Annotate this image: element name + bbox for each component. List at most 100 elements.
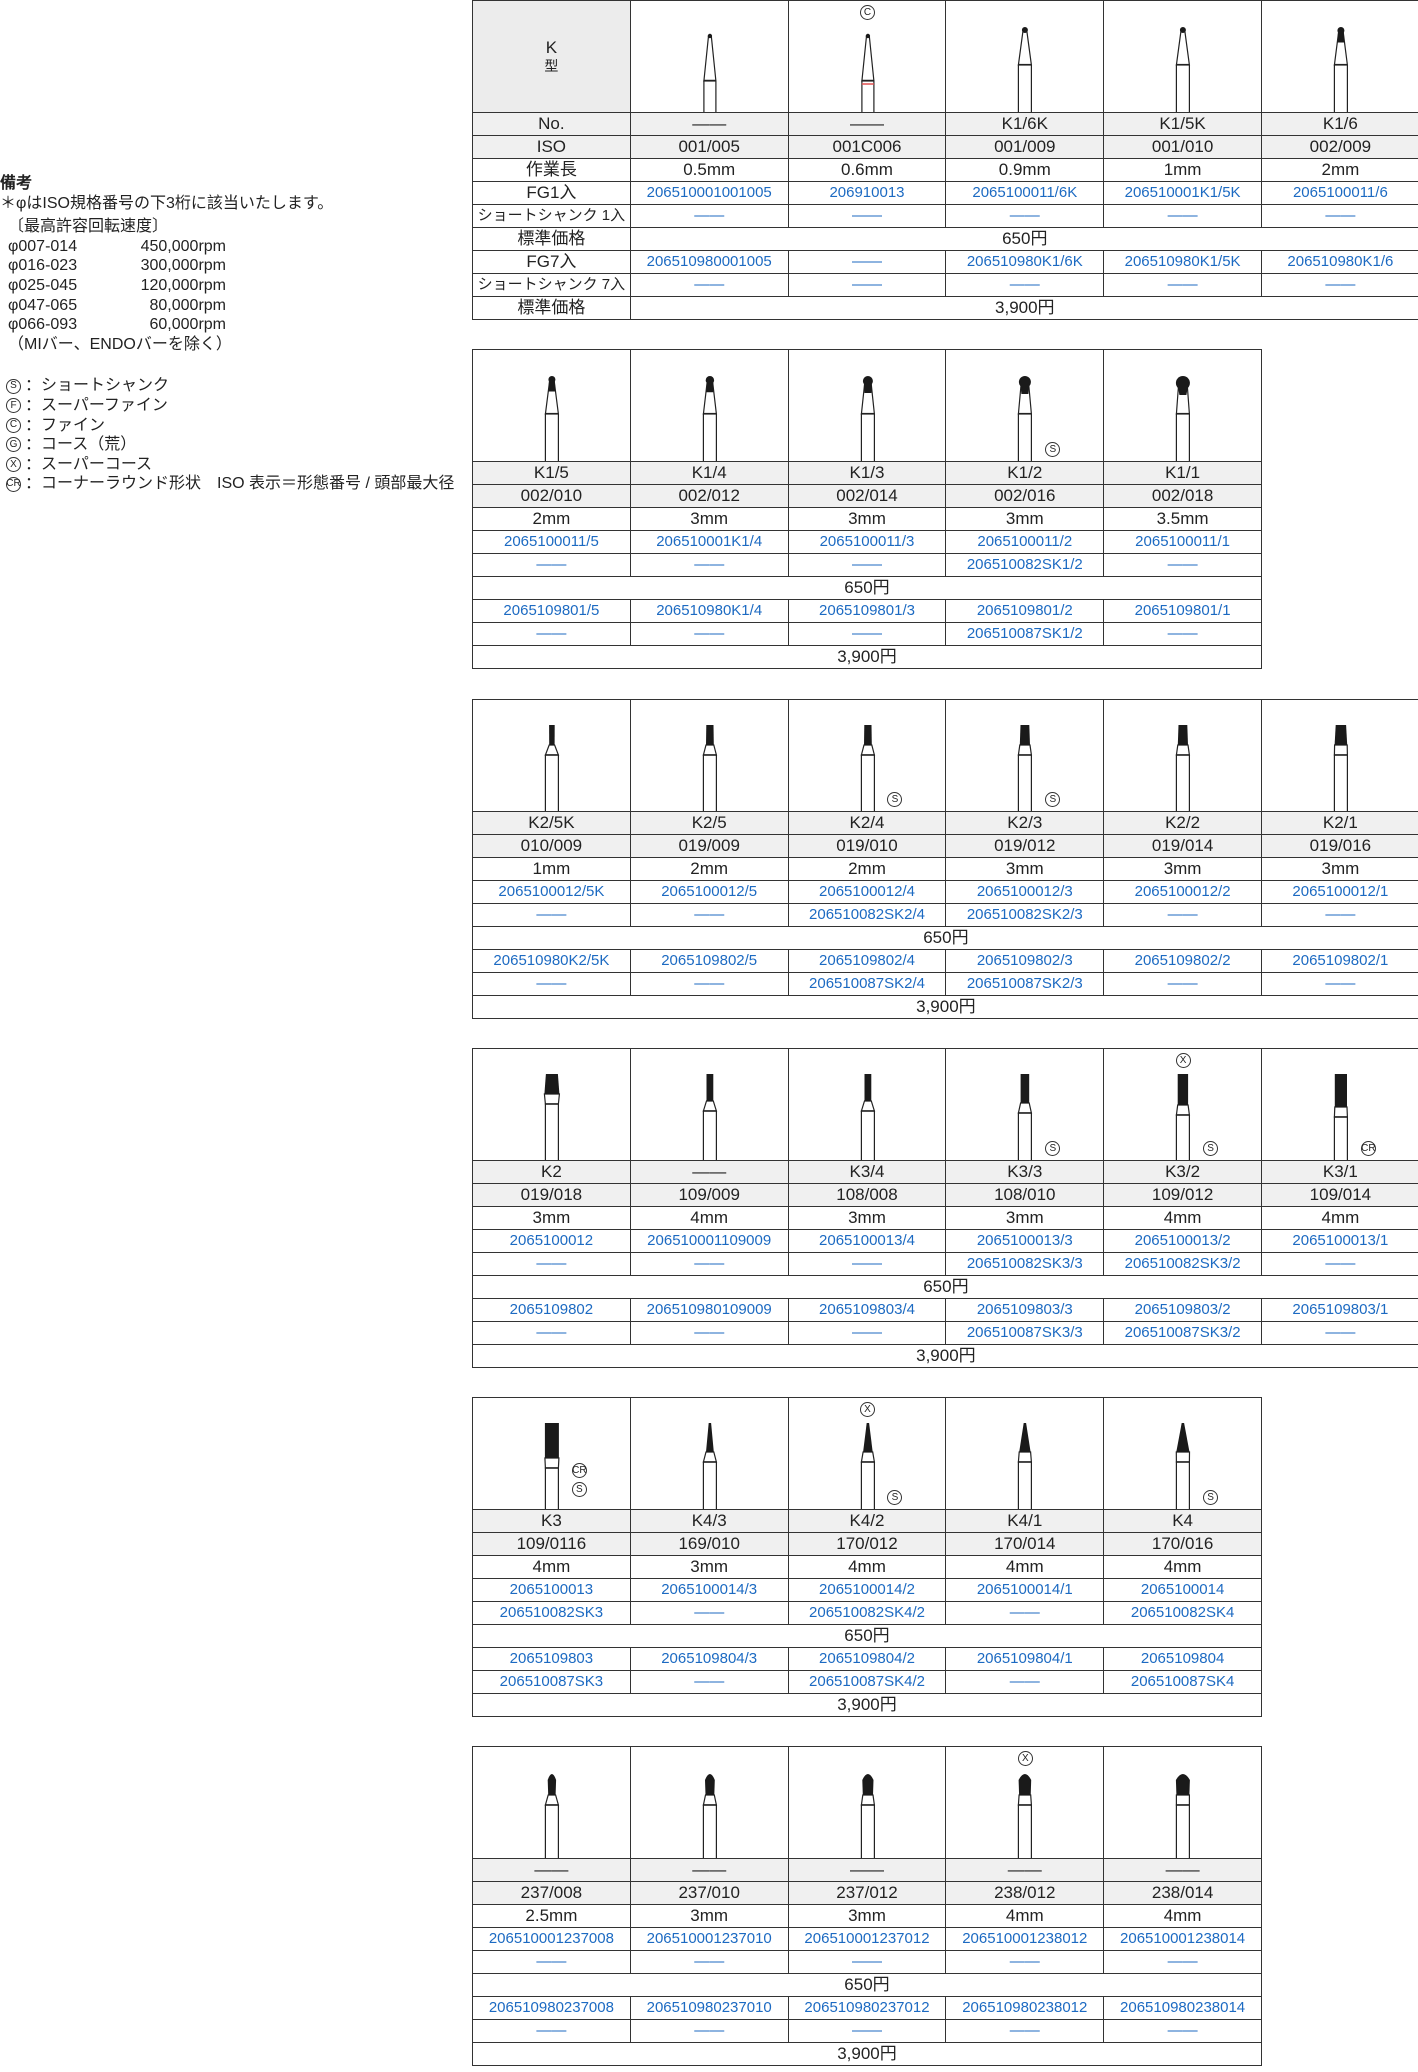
cell-iso: 109/0116 <box>472 1532 631 1556</box>
cell-short1: 206510082SK1/2 <box>945 553 1105 577</box>
symbol-text: ：コーナーラウンド形状 ISO 表示＝形態番号 / 頭部最大径 <box>25 475 455 493</box>
cell-fg7: 2065109801/2 <box>945 599 1105 623</box>
bur-icon <box>544 725 560 811</box>
cell-fg7: 2065109803/4 <box>787 1298 947 1322</box>
row-fg7: 2065109803 2065109804/3 2065109804/2 206510… <box>472 1647 1262 1671</box>
bur-image: S <box>1103 1397 1262 1510</box>
bur-drawing <box>1018 725 1033 811</box>
cell-short7: —— <box>629 2019 789 2043</box>
row-img: X <box>472 1746 1262 1859</box>
cell-short7: 206510087SK3/3 <box>945 1321 1105 1345</box>
cell-short7: 206510087SK1/2 <box>945 622 1105 646</box>
row-fg1: FG1入 206510001001005 206910013 2065100011/6… <box>472 181 1418 205</box>
cell-fg1: 2065100012/5K <box>472 880 631 904</box>
cell-short7: —— <box>1103 273 1262 297</box>
standard-price: 3,900円 <box>629 296 1418 320</box>
bur-icon <box>702 1074 718 1160</box>
bur-icon <box>860 1774 875 1858</box>
bur-image <box>787 1048 947 1161</box>
cell-fg1: 2065100014/2 <box>787 1578 947 1602</box>
label-short7: ショートシャンク 7入 <box>472 273 631 297</box>
cell-no: K1/3 <box>787 461 947 485</box>
cell-short1: 206510082SK2/3 <box>945 903 1105 927</box>
symbol-mark-icon: X <box>6 457 21 473</box>
bur-icon <box>1175 1074 1191 1160</box>
bur-icon <box>702 1774 717 1858</box>
bur-drawing <box>860 1423 875 1509</box>
grit-mark-top-icon: X <box>1017 1751 1033 1766</box>
row-price7: 3,900円 <box>472 2042 1262 2066</box>
bur-image <box>787 349 947 462</box>
row-short1: —— —— 206510082SK2/4 206510082SK2/3 —— —— <box>472 903 1418 927</box>
cell-fg7: 206510980K1/6 <box>1260 250 1418 274</box>
cell-fg1: 2065100011/1 <box>1103 530 1262 554</box>
bur-image <box>472 699 631 812</box>
cell-fg1: 206510001238012 <box>945 1927 1105 1951</box>
row-short1: —— —— —— 206510082SK3/3 206510082SK3/2 —— <box>472 1252 1418 1276</box>
cell-fg1: 206510001237008 <box>472 1927 631 1951</box>
grit-mark-top-icon: X <box>1175 1053 1191 1068</box>
cell-fg7: 2065109802/1 <box>1260 949 1418 973</box>
bur-image <box>1260 699 1418 812</box>
cell-length: 3mm <box>787 1904 947 1928</box>
row-iso: 002/010 002/012 002/014 002/016 002/018 <box>472 484 1262 508</box>
bur-drawing <box>1333 1074 1349 1160</box>
bur-drawing <box>703 33 717 112</box>
standard-price: 3,900円 <box>472 645 1262 669</box>
row-price1: 650円 <box>472 926 1418 950</box>
cell-length: 3mm <box>629 507 789 531</box>
bur-image <box>629 1048 789 1161</box>
cell-length: 3.5mm <box>1103 507 1262 531</box>
mark-side-icon: CR <box>571 1463 587 1478</box>
cell-length: 3mm <box>629 1904 789 1928</box>
bur-drawing <box>544 725 560 811</box>
bur-image <box>629 0 789 113</box>
cell-short7: —— <box>629 1321 789 1345</box>
bur-drawing <box>544 1774 560 1858</box>
cell-short1: —— <box>945 204 1105 228</box>
speed-rpm: 60,000rpm <box>149 316 227 334</box>
standard-price: 650円 <box>472 576 1262 600</box>
cell-length: 4mm <box>1103 1206 1262 1230</box>
cell-short1: —— <box>629 903 789 927</box>
cell-fg1: 2065100012/1 <box>1260 880 1418 904</box>
bur-image: X <box>945 1746 1105 1859</box>
cell-fg1: 2065100013/3 <box>945 1229 1105 1253</box>
cell-no: K3/2 <box>1103 1160 1262 1184</box>
bur-image: CR S <box>472 1397 631 1510</box>
label-no: No. <box>472 112 631 136</box>
cell-iso: 169/010 <box>629 1532 789 1556</box>
cell-iso: 108/008 <box>787 1183 947 1207</box>
cell-short7: —— <box>1260 273 1418 297</box>
bur-drawing <box>1018 27 1033 112</box>
bur-image <box>1103 0 1262 113</box>
cell-short7: —— <box>945 273 1105 297</box>
bur-image <box>787 1746 947 1859</box>
cell-short7: —— <box>629 622 789 646</box>
mark-side-icon: CR <box>1360 1141 1376 1156</box>
bur-icon <box>860 33 875 112</box>
cell-fg1: 2065100012 <box>472 1229 631 1253</box>
row-fg1: 2065100012/5K 2065100012/5 2065100012/4 206… <box>472 880 1418 904</box>
mark-side-icon: S <box>887 1490 903 1505</box>
row-length: 1mm 2mm 2mm 3mm 3mm 3mm <box>472 857 1418 881</box>
cell-fg7: 206510980238012 <box>945 1996 1105 2020</box>
cell-short1: —— <box>787 1252 947 1276</box>
row-price7: 3,900円 <box>472 995 1418 1019</box>
cell-short7: —— <box>472 2019 631 2043</box>
bur-drawing <box>1018 1774 1033 1858</box>
cell-short7: —— <box>472 1321 631 1345</box>
cell-no: K1/5K <box>1103 112 1262 136</box>
row-fg1: 2065100011/5 206510001K1/4 2065100011/3 206… <box>472 530 1262 554</box>
bur-table-2: S K1/5 K1/4 K1/3 K1/2 K1/1 002/010 002/012 002/0… <box>472 349 1262 669</box>
label-short1: ショートシャンク 1入 <box>472 204 631 228</box>
cell-iso: 238/014 <box>1103 1881 1262 1905</box>
speed-range: φ047-065 <box>8 296 78 314</box>
symbol-text: ：スーパーファイン <box>25 396 168 414</box>
cell-no: K1/6K <box>945 112 1105 136</box>
speed-row: φ007-014 450,000rpm <box>0 237 460 257</box>
speed-range: φ007-014 <box>8 237 78 255</box>
cell-length: 0.6mm <box>787 158 947 182</box>
bur-drawing <box>860 1774 875 1858</box>
